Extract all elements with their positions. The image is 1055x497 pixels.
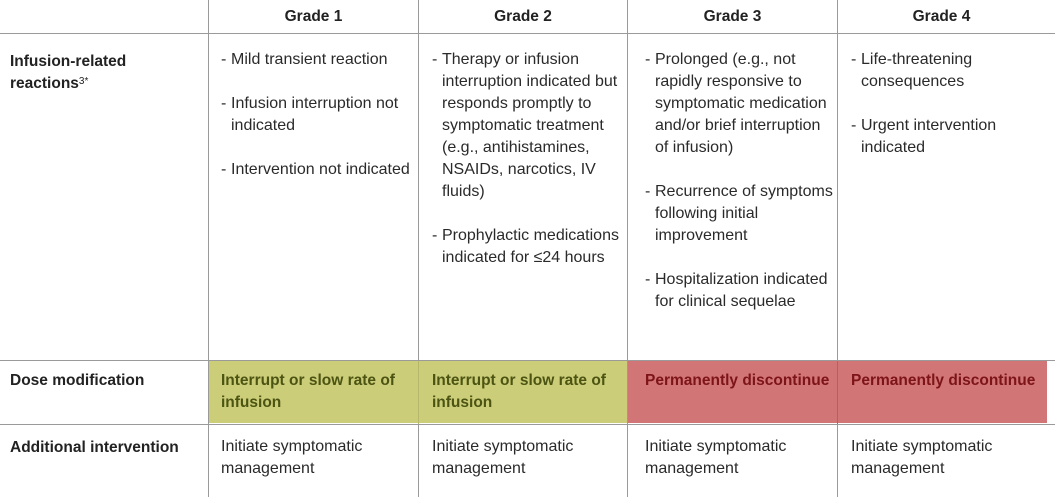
grade-1-reaction-item: - Infusion interruption not indicated (221, 95, 399, 134)
row-label-infusion-reactions: Infusion-related reactions3* (10, 51, 200, 95)
row-label-dose-modification: Dose modification (10, 372, 145, 389)
grade-4-reaction-item: - Urgent intervention indicated (851, 117, 997, 156)
grade-4-reaction-item: - Life-threatening consequences (851, 51, 973, 90)
column-divider-4 (837, 0, 838, 497)
additional-grade-3: Initiate symptomatic management (645, 438, 787, 477)
dose-grade-2: Interrupt or slow rate of infusion (432, 372, 606, 411)
header-divider (0, 33, 1055, 34)
row-label-infusion-line2: reactions (10, 75, 79, 92)
dose-grade-1: Interrupt or slow rate of infusion (221, 372, 395, 411)
row-label-infusion-line1: Infusion-related (10, 53, 127, 70)
grade-3-reaction-item: - Prolonged (e.g., not rapidly responsive… (645, 51, 827, 156)
header-grade-3: Grade 3 (703, 7, 762, 25)
grade-3-reactions-cell: - Prolonged (e.g., not rapidly responsive… (645, 49, 835, 313)
dose-divider-3-4 (837, 361, 838, 424)
row-label-additional-intervention: Additional intervention (10, 439, 179, 456)
grade-1-reactions-cell: - Mild transient reaction - Infusion inter… (221, 49, 417, 181)
additional-grade-2: Initiate symptomatic management (432, 438, 574, 477)
grade-1-reaction-item: - Mild transient reaction (221, 51, 388, 68)
row-divider-2 (0, 424, 1055, 425)
dose-grade-4: Permanently discontinue (851, 372, 1036, 389)
header-grade-1: Grade 1 (284, 7, 343, 25)
grade-1-reaction-item: - Intervention not indicated (221, 161, 410, 178)
column-divider-3 (627, 0, 628, 497)
grade-2-reactions-cell: - Therapy or infusion interruption indica… (432, 49, 624, 269)
dose-grade-3: Permanently discontinue (645, 372, 830, 389)
row-divider-1 (0, 360, 1055, 361)
grade-3-reaction-item: - Recurrence of symptoms following initia… (645, 183, 833, 244)
grade-3-reaction-item: - Hospitalization indicated for clinical … (645, 271, 828, 310)
grade-2-reaction-item: - Prophylactic medications indicated for … (432, 227, 619, 266)
grade-4-reactions-cell: - Life-threatening consequences - Urgent i… (851, 49, 1011, 159)
additional-grade-1: Initiate symptomatic management (221, 438, 363, 477)
column-divider-2b (418, 424, 419, 497)
footnote-marker: 3* (78, 76, 89, 87)
header-grade-2: Grade 2 (494, 7, 552, 25)
dose-divider-1-2 (418, 361, 419, 424)
grade-2-reaction-item: - Therapy or infusion interruption indica… (432, 51, 618, 200)
header-grade-4: Grade 4 (912, 7, 971, 25)
column-divider-2 (418, 0, 419, 361)
column-divider-1 (208, 0, 209, 497)
additional-grade-4: Initiate symptomatic management (851, 438, 993, 477)
